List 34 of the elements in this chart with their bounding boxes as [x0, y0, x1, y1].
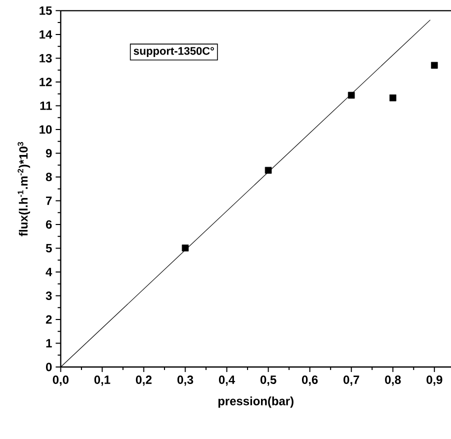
x-tick-label: 0,0	[52, 376, 69, 386]
point	[430, 62, 438, 69]
x-axis-title: pression(bar)	[218, 396, 294, 408]
y-tick-label: 12	[40, 78, 52, 86]
point	[182, 244, 189, 252]
y-tick-label: 1	[46, 339, 52, 348]
y-tick-label: 5	[46, 244, 52, 252]
y-tick-label: 10	[40, 125, 52, 134]
y-tick-label: 9	[46, 148, 52, 158]
y-tick-label: 2	[46, 315, 52, 324]
y-tick-label: 0	[46, 362, 52, 372]
x-tick-label: 0,9	[426, 376, 442, 386]
x-tick-label: 0,3	[177, 376, 194, 386]
y-tick-label: 3	[46, 291, 52, 300]
y-tick-label: 4	[46, 268, 52, 276]
y-tick-label: 7	[46, 196, 52, 205]
x-tick-label: 0,4	[218, 376, 236, 386]
point	[389, 94, 396, 102]
x-tick-label: 0,2	[136, 376, 152, 386]
x-tick-label: 0,7	[344, 376, 360, 386]
annotation: support-1350C°	[134, 47, 214, 57]
y-tick-label: 13	[40, 54, 52, 62]
y-tick-label: 11	[40, 102, 52, 110]
x-tick-label: 0,1	[94, 376, 110, 386]
y-tick-label: 6	[46, 220, 52, 229]
x-tick-label: 0,8	[385, 376, 401, 386]
point	[348, 92, 355, 99]
y-tick-label: 15	[40, 6, 52, 15]
x-tick-label: 0,6	[302, 376, 318, 386]
point	[264, 166, 272, 174]
y-tick-label: 8	[46, 172, 52, 182]
x-tick-label: 0,5	[260, 376, 276, 386]
y-axis-title: flux(l.h$^{-1}$.m$^{-2}$)*10$^{3}$	[18, 142, 30, 236]
y-tick-label: 14	[40, 30, 52, 39]
